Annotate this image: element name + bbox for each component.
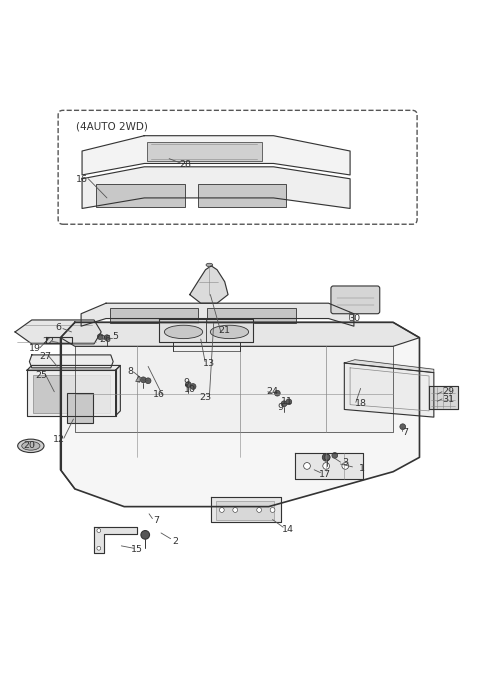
Text: 15: 15 <box>131 545 143 554</box>
Circle shape <box>97 334 103 339</box>
Text: 16: 16 <box>76 176 88 184</box>
Text: 14: 14 <box>282 525 294 533</box>
Ellipse shape <box>206 263 213 266</box>
Text: 26: 26 <box>99 335 111 344</box>
Circle shape <box>97 529 101 533</box>
Text: 30: 30 <box>348 314 360 323</box>
Text: 2: 2 <box>172 537 179 546</box>
Bar <box>216 501 274 520</box>
Polygon shape <box>94 527 137 553</box>
Polygon shape <box>344 363 434 417</box>
Circle shape <box>233 507 238 512</box>
Text: 29: 29 <box>442 387 454 396</box>
Ellipse shape <box>22 441 40 450</box>
Ellipse shape <box>164 325 203 339</box>
Text: 25: 25 <box>36 370 48 380</box>
Bar <box>198 184 287 206</box>
Text: 12: 12 <box>53 435 65 444</box>
Text: 9: 9 <box>278 402 284 412</box>
Circle shape <box>342 462 348 469</box>
Text: 1: 1 <box>359 464 365 473</box>
Polygon shape <box>82 167 350 208</box>
Polygon shape <box>344 360 434 373</box>
Text: 18: 18 <box>355 400 367 408</box>
Text: 24: 24 <box>266 387 278 396</box>
Circle shape <box>141 377 146 382</box>
Bar <box>147 142 262 161</box>
Polygon shape <box>429 385 458 408</box>
Circle shape <box>323 462 329 469</box>
Bar <box>67 393 93 423</box>
Circle shape <box>104 335 110 341</box>
Bar <box>110 308 198 323</box>
Circle shape <box>324 454 330 460</box>
Text: 9: 9 <box>183 378 190 387</box>
Circle shape <box>323 454 330 461</box>
Polygon shape <box>60 322 420 346</box>
Text: 21: 21 <box>219 326 231 335</box>
Circle shape <box>275 390 280 396</box>
Polygon shape <box>27 365 120 370</box>
Text: 3: 3 <box>342 458 348 466</box>
Text: 4: 4 <box>134 376 140 385</box>
Circle shape <box>332 453 337 458</box>
Ellipse shape <box>18 439 44 453</box>
Polygon shape <box>75 346 393 432</box>
Circle shape <box>97 546 101 550</box>
Text: 31: 31 <box>442 395 454 404</box>
Circle shape <box>257 507 262 512</box>
Text: 8: 8 <box>127 367 133 376</box>
Text: 27: 27 <box>39 352 51 361</box>
Text: 13: 13 <box>203 359 215 367</box>
Polygon shape <box>81 303 354 326</box>
Text: (4AUTO 2WD): (4AUTO 2WD) <box>76 122 148 131</box>
Polygon shape <box>190 266 228 303</box>
Text: 20: 20 <box>24 441 36 450</box>
Text: 17: 17 <box>319 470 331 479</box>
Circle shape <box>185 382 191 387</box>
Circle shape <box>281 401 287 406</box>
Text: 7: 7 <box>153 516 159 525</box>
Circle shape <box>219 507 224 512</box>
Polygon shape <box>29 355 113 368</box>
Polygon shape <box>158 318 253 342</box>
Ellipse shape <box>210 325 249 339</box>
Circle shape <box>286 399 292 404</box>
Text: 6: 6 <box>55 322 61 332</box>
Bar <box>207 308 296 323</box>
Text: 19: 19 <box>29 344 41 353</box>
Polygon shape <box>82 136 350 175</box>
Text: 22: 22 <box>43 337 55 346</box>
Bar <box>96 184 185 206</box>
Text: 23: 23 <box>200 393 212 402</box>
Polygon shape <box>60 322 420 507</box>
Bar <box>33 375 110 413</box>
Polygon shape <box>211 497 281 522</box>
Circle shape <box>270 507 275 512</box>
FancyBboxPatch shape <box>331 286 380 313</box>
Polygon shape <box>27 370 116 416</box>
Text: 7: 7 <box>402 428 408 437</box>
Polygon shape <box>116 365 120 416</box>
Polygon shape <box>15 320 101 344</box>
Text: 11: 11 <box>281 397 293 406</box>
Text: 5: 5 <box>113 332 119 342</box>
Polygon shape <box>46 337 72 343</box>
Text: 16: 16 <box>153 389 165 399</box>
Text: 10: 10 <box>184 385 196 394</box>
Circle shape <box>190 384 196 389</box>
Text: 28: 28 <box>179 160 191 169</box>
Circle shape <box>304 462 311 469</box>
Polygon shape <box>295 453 363 479</box>
Circle shape <box>145 378 151 384</box>
Circle shape <box>400 424 406 430</box>
Circle shape <box>141 531 150 539</box>
